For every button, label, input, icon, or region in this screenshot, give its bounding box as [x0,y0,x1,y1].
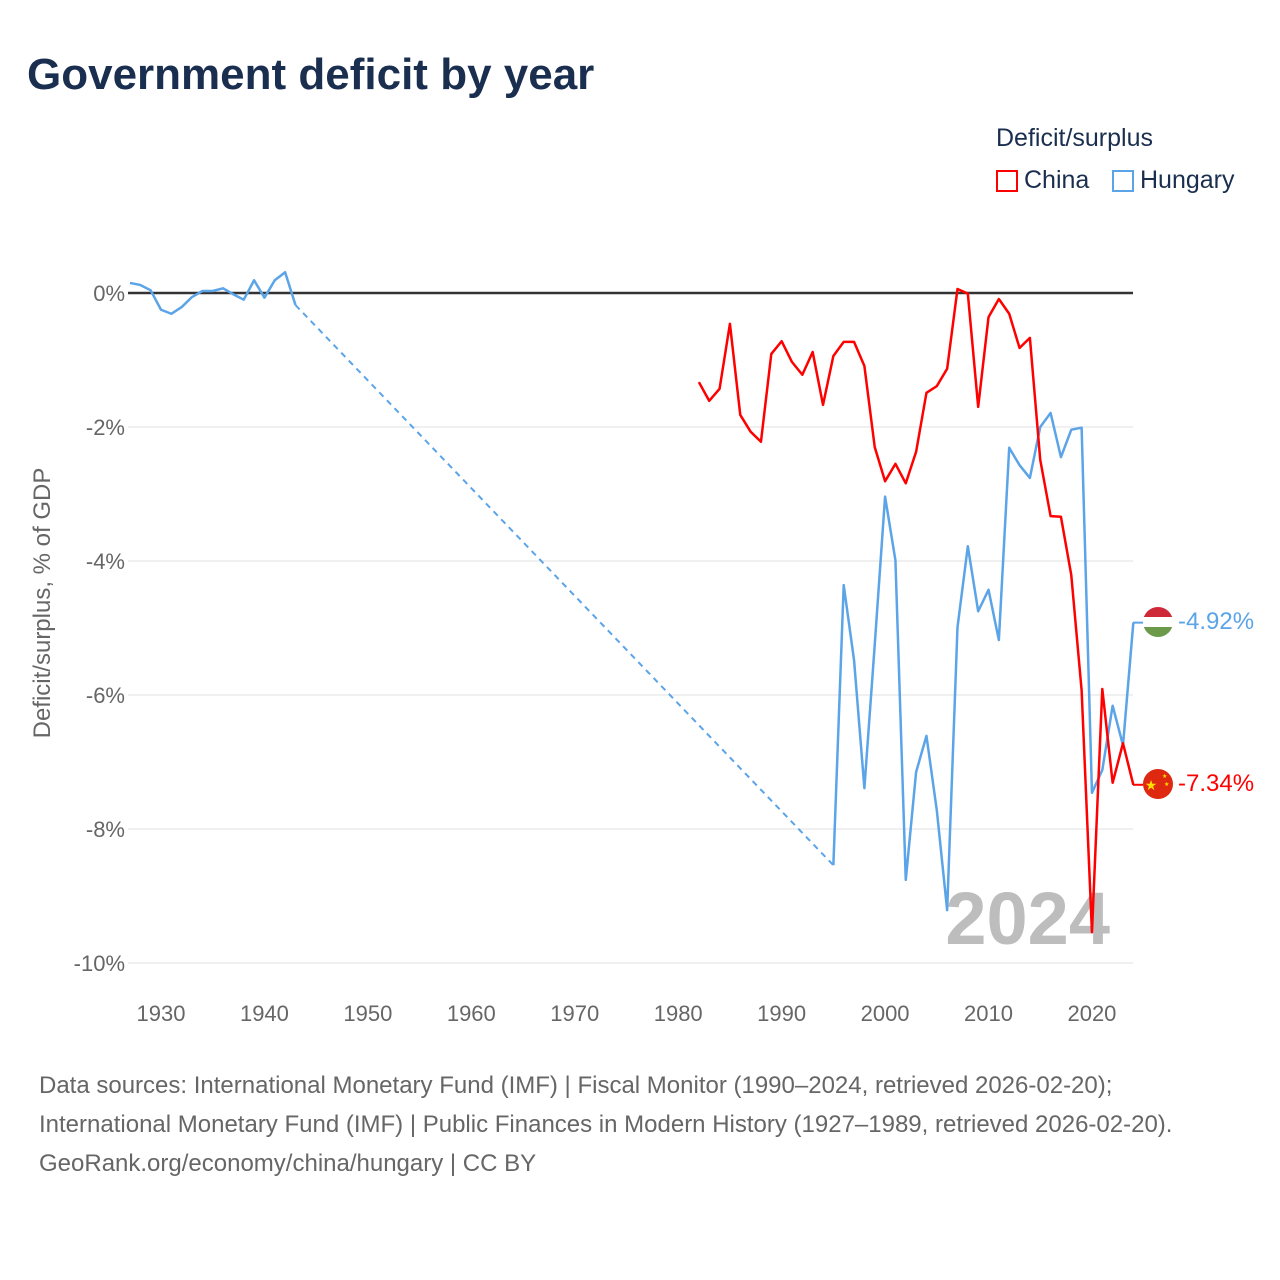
x-tick-label: 1980 [654,1001,703,1026]
legend-label-china: China [1024,166,1090,194]
y-tick-label: -10% [74,951,125,976]
china-end-label: -7.34% [1178,770,1254,797]
china-series-line [697,287,1135,934]
year-watermark: 2024 [945,877,1110,960]
legend-swatch-hungary [1112,169,1134,192]
x-tick-label: 1960 [447,1001,496,1026]
x-tick-label: 1930 [137,1001,186,1026]
footer: Data sources: International Monetary Fun… [39,1066,1239,1183]
y-tick-label: -4% [86,549,125,574]
legend-swatch-china [996,169,1018,192]
y-tick-label: 0% [93,281,125,306]
svg-text:★: ★ [1145,777,1158,793]
svg-text:★: ★ [1162,773,1167,780]
hungary-end-label: -4.92% [1178,608,1254,635]
x-tick-label: 1990 [757,1001,806,1026]
legend-title: Deficit/surplus [996,124,1153,152]
y-tick-label: -2% [86,415,125,440]
x-tick-label: 1970 [550,1001,599,1026]
credit-link[interactable]: GeoRank.org/economy/china/hungary | CC B… [39,1150,537,1177]
y-axis-label: Deficit/surplus, % of GDP [29,468,56,739]
legend-item-hungary[interactable]: Hungary [1112,166,1235,195]
data-sources: Data sources: International Monetary Fun… [39,1072,1173,1138]
y-tick-label: -6% [86,683,125,708]
svg-text:★: ★ [1164,781,1169,788]
x-tick-label: 2010 [964,1001,1013,1026]
y-tick-label: -8% [86,817,125,842]
hungary-flag-icon [1143,607,1173,637]
china-flag-icon: ★ ★ ★ [1143,769,1173,799]
x-tick-label: 1940 [240,1001,289,1026]
x-tick-label: 2020 [1067,1001,1116,1026]
x-tick-label: 2000 [861,1001,910,1026]
hungary-gap-line [294,304,835,866]
x-tick-label: 1950 [343,1001,392,1026]
legend-item-china[interactable]: China [996,166,1089,195]
hungary-series-line [832,411,1135,912]
line-chart: 0% -2% -4% -6% -8% -10% 1930 1940 1950 1960 1970 19… [29,270,1254,1026]
chart-title: Government deficit by year [27,50,595,99]
legend-label-hungary: Hungary [1140,166,1235,194]
